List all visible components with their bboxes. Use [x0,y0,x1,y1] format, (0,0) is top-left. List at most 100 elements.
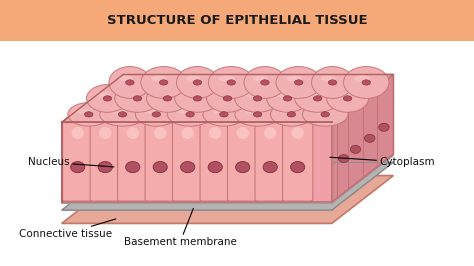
Ellipse shape [163,96,172,101]
Ellipse shape [68,103,109,126]
Ellipse shape [336,92,351,98]
FancyBboxPatch shape [255,121,285,201]
Ellipse shape [159,80,168,85]
FancyBboxPatch shape [173,121,203,201]
Text: STRUCTURE OF EPITHELIAL TISSUE: STRUCTURE OF EPITHELIAL TISSUE [107,14,367,27]
Ellipse shape [99,127,111,139]
Ellipse shape [126,161,140,173]
Ellipse shape [125,92,141,98]
Ellipse shape [151,75,167,82]
Ellipse shape [103,96,112,101]
Ellipse shape [261,80,269,85]
Ellipse shape [223,96,232,101]
FancyBboxPatch shape [228,121,258,201]
Ellipse shape [254,75,268,82]
Polygon shape [332,74,393,202]
Ellipse shape [236,161,250,173]
Ellipse shape [276,66,321,98]
Ellipse shape [216,92,231,98]
Ellipse shape [237,127,249,139]
Ellipse shape [245,92,261,98]
Ellipse shape [295,85,340,112]
Ellipse shape [302,103,348,126]
Ellipse shape [98,161,112,173]
Ellipse shape [276,92,291,98]
Ellipse shape [294,80,303,85]
Ellipse shape [182,127,194,139]
Ellipse shape [287,112,296,117]
Ellipse shape [100,103,146,126]
Ellipse shape [96,92,110,98]
Ellipse shape [350,146,361,153]
Ellipse shape [178,109,193,114]
Ellipse shape [271,103,312,126]
FancyBboxPatch shape [145,121,175,201]
Ellipse shape [84,112,93,117]
Ellipse shape [328,80,337,85]
Polygon shape [62,176,393,223]
Ellipse shape [167,103,213,126]
Ellipse shape [176,66,219,98]
Ellipse shape [71,161,85,173]
Ellipse shape [305,92,321,98]
Polygon shape [62,162,393,210]
FancyBboxPatch shape [0,0,474,41]
Ellipse shape [146,85,188,112]
Ellipse shape [109,66,151,98]
Ellipse shape [87,85,128,112]
Ellipse shape [253,96,262,101]
Ellipse shape [343,96,352,101]
Ellipse shape [254,112,262,117]
FancyBboxPatch shape [118,121,148,201]
FancyBboxPatch shape [63,121,93,201]
Ellipse shape [321,112,329,117]
Ellipse shape [267,85,309,112]
Ellipse shape [209,66,254,98]
Ellipse shape [327,85,368,112]
Ellipse shape [227,80,236,85]
Polygon shape [62,74,393,122]
Ellipse shape [77,109,92,114]
Text: Cytoplasm: Cytoplasm [330,157,435,167]
Ellipse shape [156,92,171,98]
Ellipse shape [313,96,322,101]
Ellipse shape [136,103,177,126]
Ellipse shape [280,109,294,114]
Ellipse shape [127,127,139,139]
FancyBboxPatch shape [62,122,332,202]
Ellipse shape [209,127,221,139]
Ellipse shape [245,109,261,114]
Ellipse shape [365,134,375,142]
Ellipse shape [338,155,349,163]
Ellipse shape [185,92,201,98]
Ellipse shape [207,85,248,112]
Ellipse shape [291,161,305,173]
Ellipse shape [153,161,167,173]
Ellipse shape [193,80,201,85]
Ellipse shape [286,75,302,82]
Ellipse shape [263,161,277,173]
Ellipse shape [311,66,354,98]
Text: Connective tissue: Connective tissue [19,219,116,239]
FancyBboxPatch shape [283,121,313,201]
Ellipse shape [292,127,304,139]
Ellipse shape [208,161,222,173]
Ellipse shape [118,75,133,82]
Ellipse shape [175,85,220,112]
Ellipse shape [193,96,202,101]
Ellipse shape [110,109,126,114]
Text: Nucleus: Nucleus [28,157,114,167]
Ellipse shape [154,127,166,139]
Ellipse shape [283,96,292,101]
FancyBboxPatch shape [200,121,230,201]
FancyBboxPatch shape [90,121,120,201]
Ellipse shape [354,75,370,82]
Ellipse shape [133,96,142,101]
Ellipse shape [115,85,160,112]
Ellipse shape [72,127,84,139]
Ellipse shape [126,80,134,85]
Ellipse shape [379,123,389,131]
Ellipse shape [145,109,159,114]
Ellipse shape [118,112,127,117]
Text: Basement membrane: Basement membrane [124,209,237,247]
